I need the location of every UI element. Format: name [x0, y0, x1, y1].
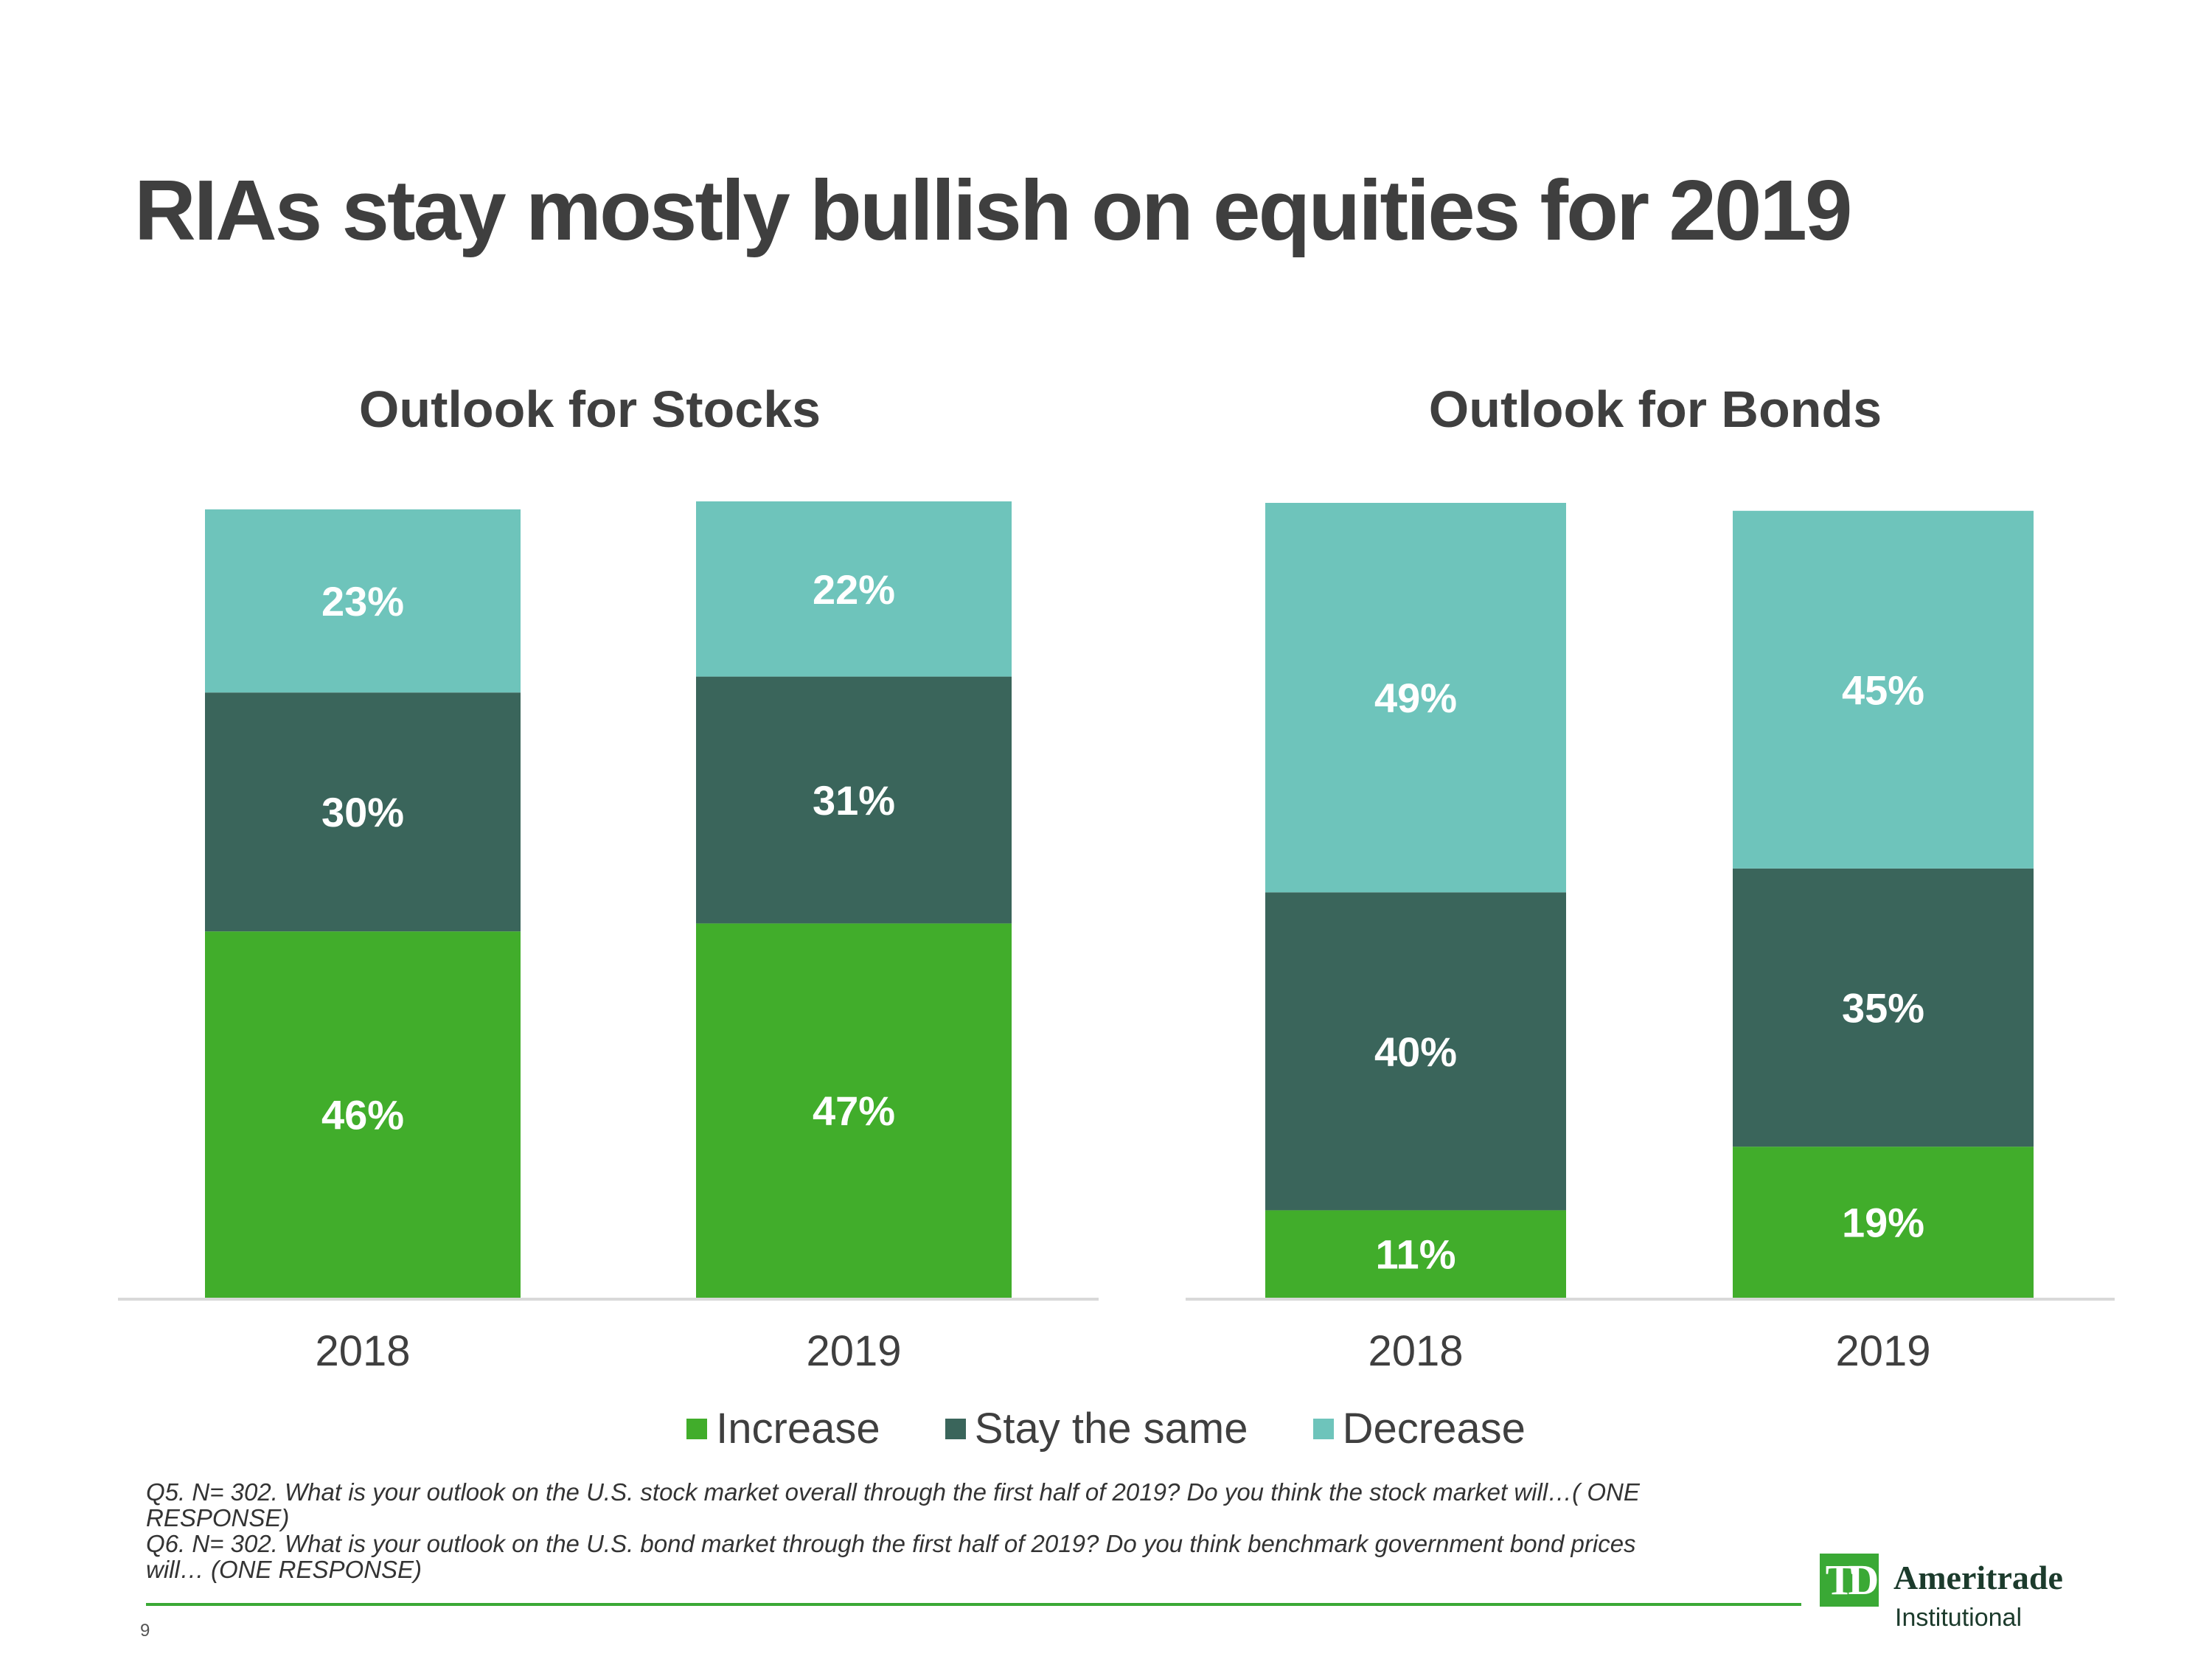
footnote-q5: Q5. N= 302. What is your outlook on the … [146, 1478, 1640, 1531]
page-title: RIAs stay mostly bullish on equities for… [134, 162, 1852, 258]
stocks-bar-2018-increase [205, 931, 521, 1298]
stocks-data-label-2018-increase: 46% [321, 1092, 404, 1138]
bonds-data-label-2019-decrease: 45% [1842, 667, 1924, 713]
legend-item-stay-the-same: Stay the same [945, 1404, 1248, 1453]
stocks-data-label-2019-increase: 47% [813, 1088, 895, 1134]
footnote-q6: Q6. N= 302. What is your outlook on the … [146, 1530, 1636, 1583]
stocks-bar-2019-decrease [696, 501, 1012, 677]
td-logo-mark: TD [1820, 1554, 1879, 1607]
bonds-bar-2019-increase [1733, 1147, 2034, 1298]
bonds-data-label-2018-stay-the-same: 40% [1374, 1029, 1457, 1075]
bonds-bar-2019-decrease [1733, 510, 2034, 869]
stacked-bar-charts: 46% 30% 23% 2018 47% 31% 22% 2019 11% 40% 49% 2018 1… [118, 501, 2115, 1375]
bonds-bar-2019-stay-the-same [1733, 868, 2034, 1147]
page-number: 9 [140, 1621, 150, 1641]
stocks-data-label-2019-stay-the-same: 31% [813, 777, 895, 824]
logo-sub: Institutional [1895, 1604, 2022, 1632]
legend-swatch-decrease [1312, 1418, 1334, 1439]
stocks-bar-2018-decrease [205, 509, 521, 693]
bonds-data-label-2019-increase: 19% [1842, 1200, 1924, 1246]
legend: Increase Stay the same Decrease [0, 1401, 2212, 1453]
legend-swatch-increase [686, 1418, 708, 1439]
stocks-bar-2018-stay-the-same [205, 692, 521, 932]
bonds-bar-2018-stay-the-same [1265, 892, 1566, 1211]
bonds-data-label-2018-increase: 11% [1376, 1231, 1456, 1278]
legend-item-decrease: Decrease [1312, 1404, 1526, 1453]
logo-name: Ameritrade [1893, 1559, 2063, 1596]
bonds-data-label-2018-decrease: 49% [1374, 675, 1457, 721]
bonds-data-label-2019-stay-the-same: 35% [1842, 985, 1924, 1032]
legend-item-increase: Increase [686, 1404, 880, 1453]
bonds-bar-2018-decrease [1265, 503, 1566, 893]
stocks-bar-2019-stay-the-same [696, 676, 1012, 924]
legend-swatch-stay-the-same [945, 1418, 966, 1439]
stocks-x-tick-2019: 2019 [806, 1327, 901, 1375]
stocks-data-label-2018-stay-the-same: 30% [321, 789, 404, 835]
stocks-data-label-2019-decrease: 22% [813, 566, 895, 613]
stocks-chart-title: Outlook for Stocks [358, 380, 821, 438]
legend-label-stay-the-same: Stay the same [974, 1405, 1248, 1453]
bonds-chart-title: Outlook for Bonds [1428, 380, 1882, 438]
stocks-bar-2019-increase [696, 923, 1012, 1298]
stocks-x-tick-2018: 2018 [315, 1327, 410, 1375]
legend-label-increase: Increase [716, 1405, 880, 1453]
bonds-x-tick-2019: 2019 [1835, 1327, 1930, 1375]
bonds-x-tick-2018: 2018 [1368, 1327, 1463, 1375]
legend-label-decrease: Decrease [1342, 1405, 1526, 1453]
bonds-bar-2018-increase [1265, 1210, 1566, 1298]
footnote: Q5. N= 302. What is your outlook on the … [146, 1479, 1694, 1582]
td-ameritrade-logo: TD Ameritrade Institutional [1820, 1554, 2085, 1635]
stocks-data-label-2018-decrease: 23% [321, 578, 404, 625]
footer-rule [146, 1603, 1801, 1606]
